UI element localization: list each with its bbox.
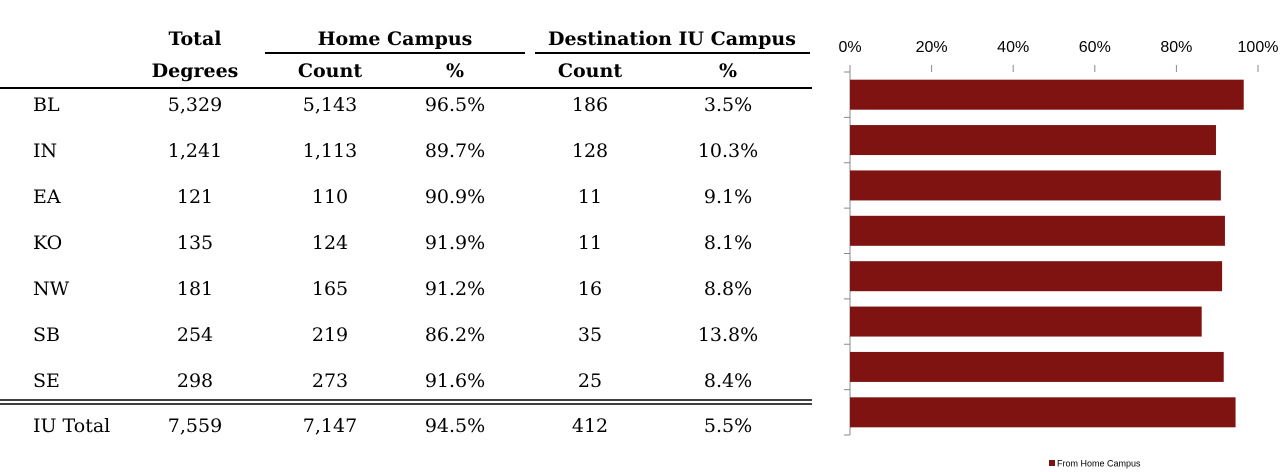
x-tick-label: 40% [997, 39, 1029, 56]
x-tick-label: 20% [916, 39, 948, 56]
row-label: IN [33, 140, 57, 162]
bar [850, 397, 1236, 428]
row-label: BL [33, 94, 60, 116]
cell: 121 [177, 186, 213, 208]
bar [850, 261, 1223, 292]
cell: 13.8% [698, 324, 758, 346]
cell: 91.6% [425, 370, 485, 392]
cell: 165 [312, 278, 348, 300]
cell: 124 [312, 232, 348, 254]
cell: 8.4% [704, 370, 752, 392]
cell: 89.7% [425, 140, 485, 162]
cell: 11 [578, 186, 602, 208]
cell: 8.8% [704, 278, 752, 300]
row-label: IU Total [33, 415, 110, 437]
bar [850, 125, 1216, 156]
row-label: EA [33, 186, 61, 208]
column-header: Total [169, 28, 222, 50]
cell: 135 [177, 232, 213, 254]
cell: 128 [572, 140, 608, 162]
cell: 5,329 [168, 94, 222, 116]
cell: 11 [578, 232, 602, 254]
column-header: Destination IU Campus [548, 28, 796, 50]
legend-swatch [1049, 460, 1055, 466]
cell: 7,147 [303, 415, 357, 437]
cell: 86.2% [425, 324, 485, 346]
row-label: NW [33, 278, 70, 300]
cell: 110 [312, 186, 348, 208]
column-header: Count [558, 60, 622, 82]
bar [850, 79, 1244, 110]
x-tick-label: 100% [1238, 39, 1279, 56]
cell: 254 [177, 324, 213, 346]
cell: 7,559 [168, 415, 222, 437]
cell: 412 [572, 415, 608, 437]
chart: 0% 20% 40% 60% 80% 100% From Home Campus [838, 39, 1278, 468]
cell: 1,113 [303, 140, 357, 162]
cell: 181 [177, 278, 213, 300]
column-header: Count [298, 60, 362, 82]
column-header: % [446, 60, 464, 82]
bar [850, 170, 1221, 201]
column-header: Home Campus [318, 28, 473, 50]
cell: 219 [312, 324, 348, 346]
cell: 90.9% [425, 186, 485, 208]
column-header: % [719, 60, 737, 82]
bar [850, 306, 1202, 337]
column-header: Degrees [152, 60, 239, 82]
table: Total Home Campus Destination IU Campus Deg… [0, 28, 812, 437]
cell: 298 [177, 370, 213, 392]
cell: 273 [312, 370, 348, 392]
legend-label: From Home Campus [1057, 458, 1141, 468]
cell: 35 [578, 324, 602, 346]
row-label: SB [33, 324, 60, 346]
x-tick-label: 80% [1160, 39, 1192, 56]
cell: 94.5% [425, 415, 485, 437]
cell: 10.3% [698, 140, 758, 162]
bar [850, 215, 1225, 246]
cell: 91.9% [425, 232, 485, 254]
cell: 16 [578, 278, 602, 300]
cell: 186 [572, 94, 608, 116]
row-label: KO [33, 232, 62, 254]
cell: 3.5% [704, 94, 752, 116]
x-tick-label: 60% [1079, 39, 1111, 56]
cell: 5,143 [303, 94, 357, 116]
cell: 9.1% [704, 186, 752, 208]
x-tick-label: 0% [838, 39, 861, 56]
row-label: SE [33, 370, 60, 392]
cell: 25 [578, 370, 602, 392]
cell: 96.5% [425, 94, 485, 116]
cell: 91.2% [425, 278, 485, 300]
cell: 5.5% [704, 415, 752, 437]
cell: 1,241 [168, 140, 222, 162]
cell: 8.1% [704, 232, 752, 254]
bar [850, 351, 1224, 382]
